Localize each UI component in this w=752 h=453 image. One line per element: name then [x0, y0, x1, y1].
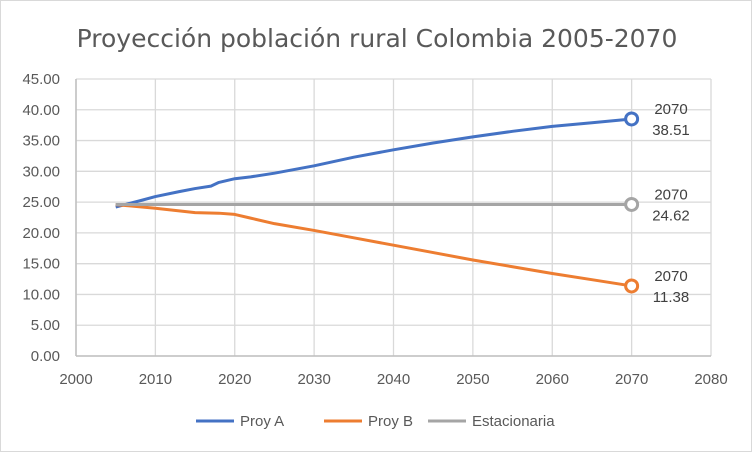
x-tick-label: 2030: [297, 371, 330, 388]
x-tick-label: 2020: [218, 371, 251, 388]
legend-label: Estacionaria: [472, 413, 555, 430]
y-tick-label: 15.00: [22, 256, 60, 273]
data-label-value: 38.51: [652, 122, 690, 139]
x-tick-label: 2060: [536, 371, 569, 388]
data-label-value: 24.62: [652, 207, 690, 224]
y-tick-label: 20.00: [22, 225, 60, 242]
y-tick-label: 25.00: [22, 194, 60, 211]
end-point-marker: [624, 278, 640, 294]
end-point-marker: [624, 196, 640, 212]
x-tick-label: 2070: [615, 371, 648, 388]
y-tick-label: 30.00: [22, 163, 60, 180]
y-tick-label: 10.00: [22, 286, 60, 303]
series-line-proy-b: [115, 203, 632, 288]
x-tick-label: 2050: [456, 371, 489, 388]
y-tick-label: 0.00: [31, 348, 60, 365]
x-tick-label: 2000: [59, 371, 92, 388]
series-line-proy-a: [115, 117, 632, 209]
y-tick-label: 5.00: [31, 317, 60, 334]
data-label-year: 2070: [654, 268, 687, 285]
x-tick-label: 2010: [139, 371, 172, 388]
data-label-year: 2070: [654, 186, 687, 203]
x-tick-label: 2040: [377, 371, 410, 388]
chart-title: Proyección población rural Colombia 2005…: [77, 24, 678, 53]
legend-label: Proy B: [368, 413, 413, 430]
y-tick-label: 35.00: [22, 133, 60, 150]
x-tick-label: 2080: [694, 371, 727, 388]
legend-label: Proy A: [240, 413, 284, 430]
data-label-value: 11.38: [653, 289, 689, 306]
end-point-marker: [624, 111, 640, 127]
y-tick-label: 45.00: [22, 71, 60, 88]
data-label-year: 2070: [654, 101, 687, 118]
y-tick-label: 40.00: [22, 102, 60, 119]
